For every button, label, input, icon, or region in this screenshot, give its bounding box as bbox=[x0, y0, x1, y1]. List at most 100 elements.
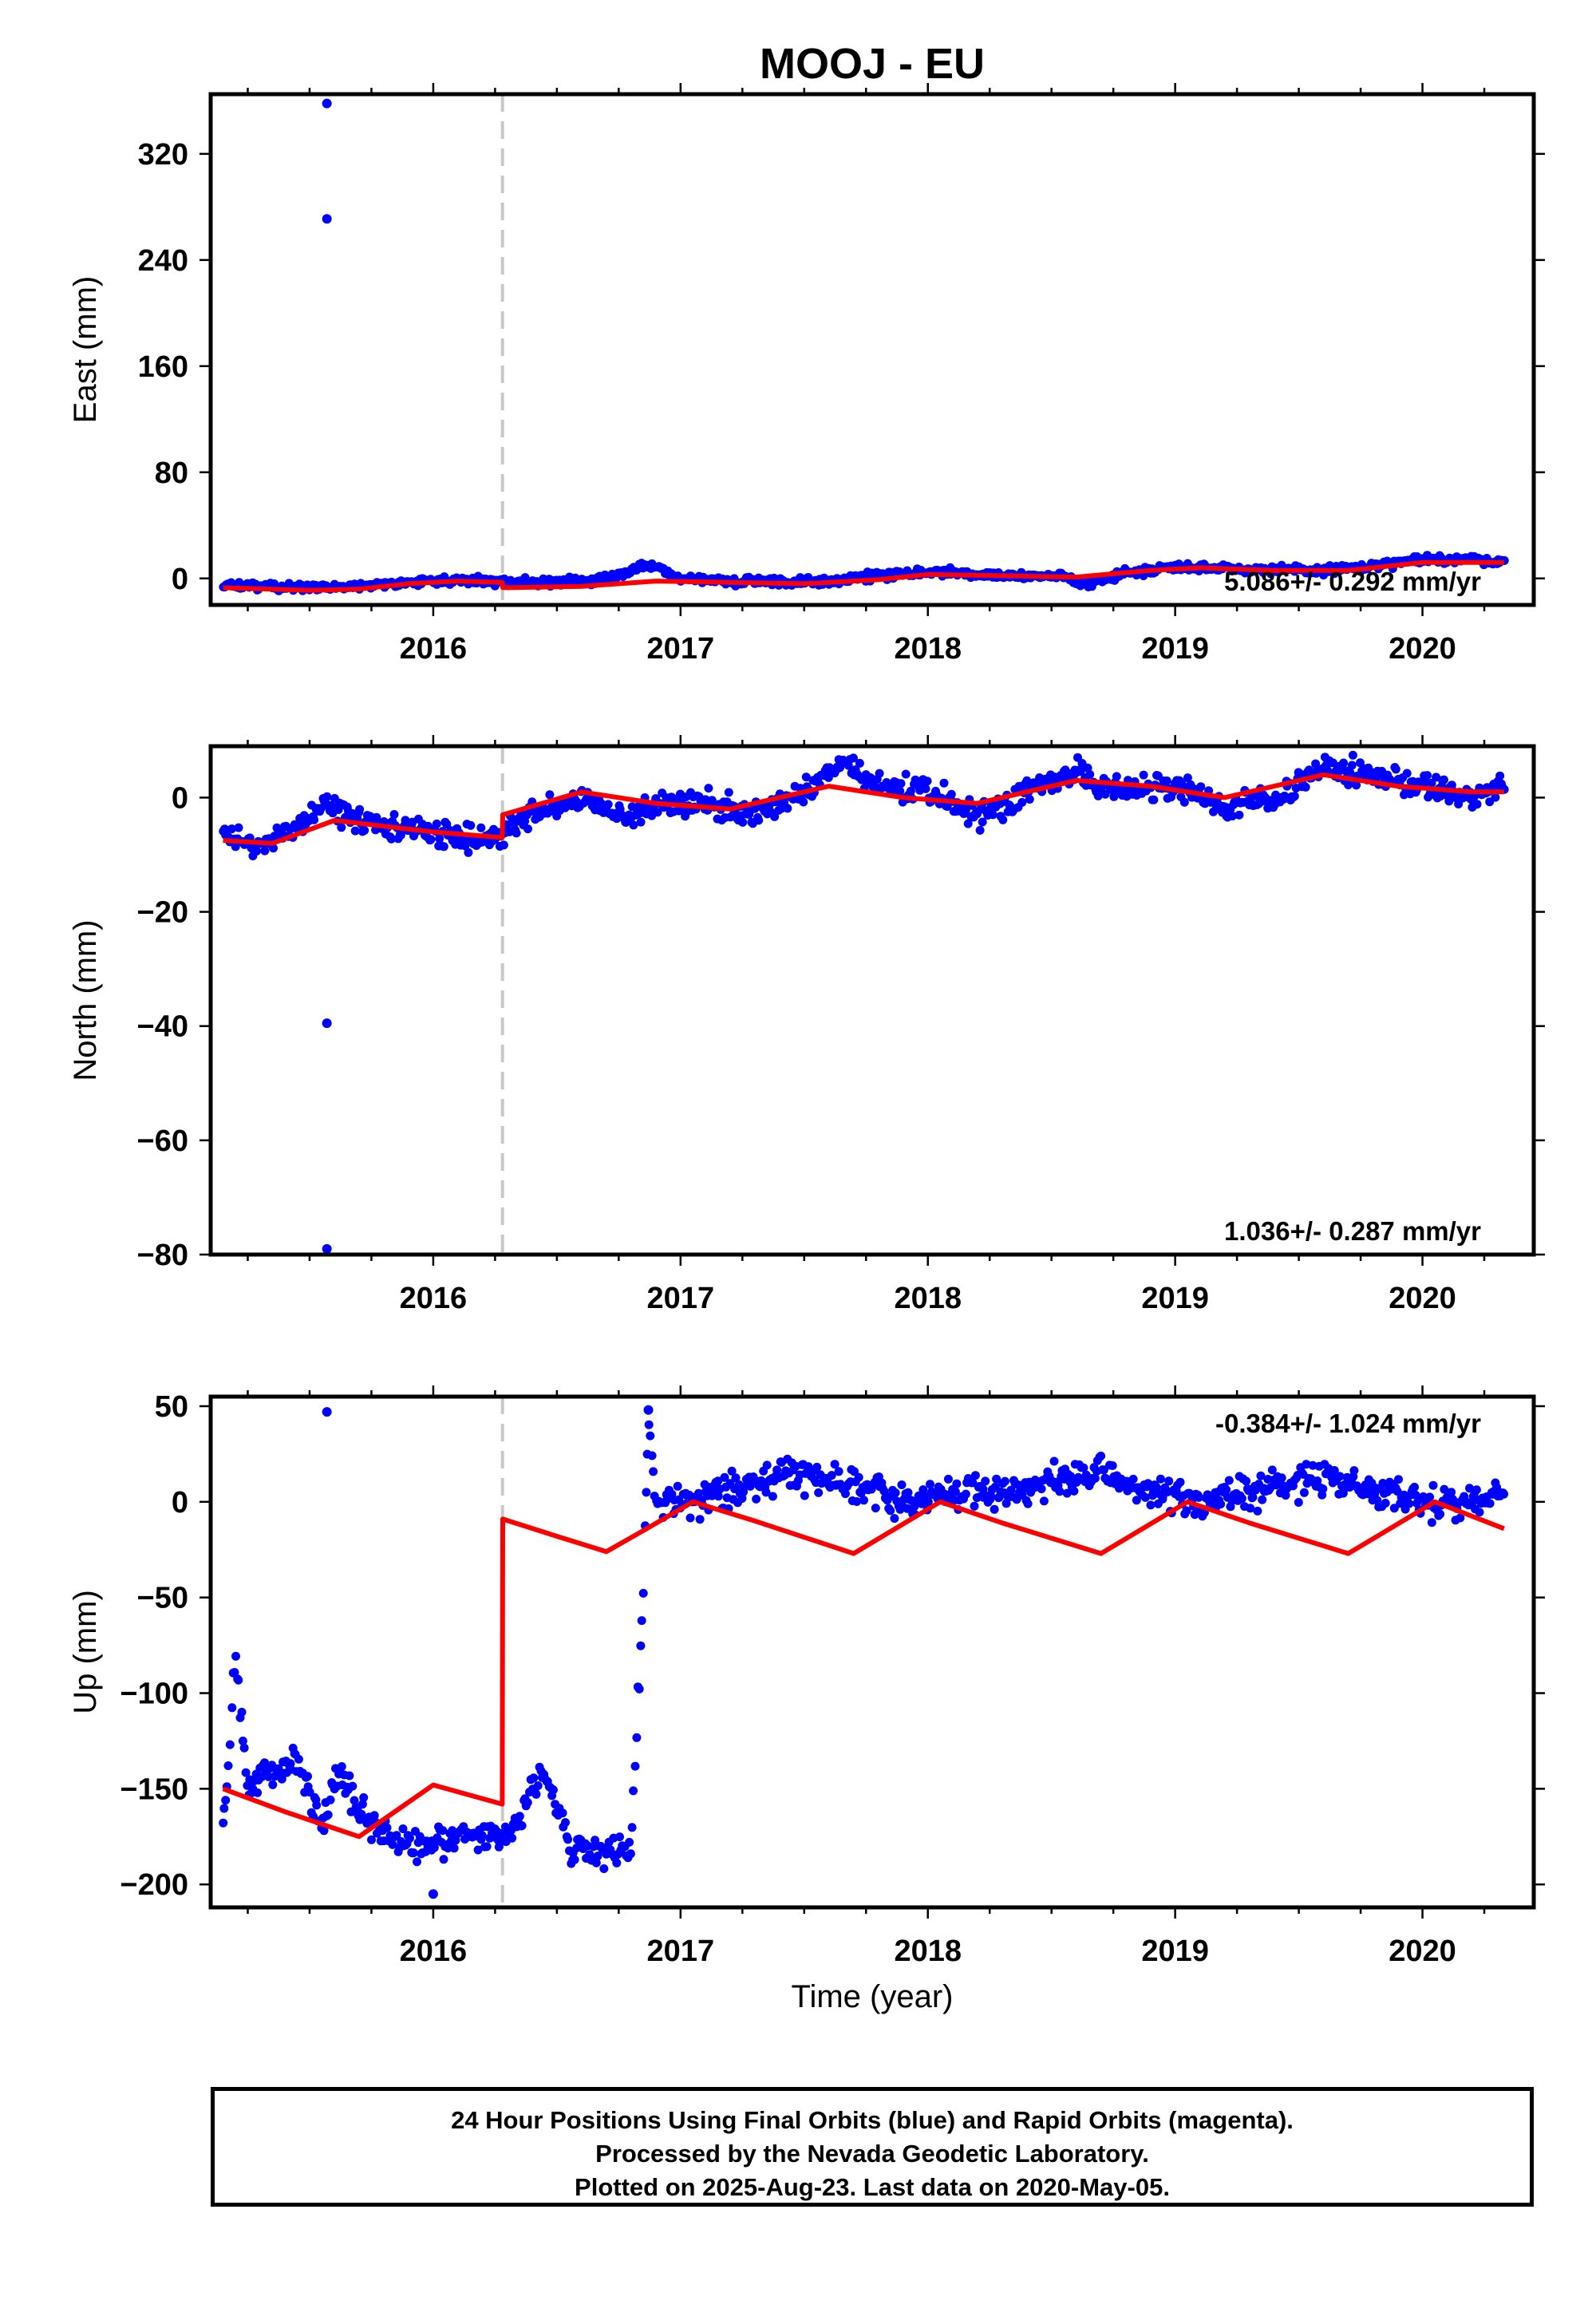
up-data-point bbox=[1190, 1510, 1199, 1520]
up-data-point bbox=[1079, 1463, 1088, 1472]
up-data-point bbox=[713, 1476, 723, 1486]
up-data-point bbox=[531, 1789, 541, 1799]
up-data-point bbox=[1394, 1475, 1403, 1484]
up-data-point bbox=[830, 1460, 839, 1469]
up-data-point bbox=[1248, 1492, 1258, 1502]
up-data-point bbox=[1410, 1482, 1419, 1492]
up-data-point bbox=[239, 1743, 249, 1753]
up-data-point bbox=[720, 1472, 729, 1482]
up-data-point bbox=[449, 1844, 459, 1853]
up-data-point bbox=[1000, 1476, 1009, 1486]
north-x-tick-label: 2020 bbox=[1389, 1282, 1456, 1315]
north-data-point bbox=[754, 816, 764, 825]
north-data-point bbox=[1139, 770, 1148, 780]
north-data-point bbox=[234, 823, 243, 832]
north-data-point bbox=[310, 815, 319, 824]
up-data-point bbox=[647, 1451, 657, 1460]
up-data-point bbox=[231, 1651, 240, 1661]
up-data-point bbox=[241, 1768, 251, 1777]
up-data-point bbox=[852, 1497, 862, 1506]
north-data-point bbox=[1149, 795, 1159, 804]
up-data-point bbox=[1485, 1499, 1495, 1508]
up-data-point bbox=[1378, 1479, 1388, 1488]
up-data-point bbox=[950, 1487, 960, 1496]
north-data-point bbox=[1109, 792, 1119, 801]
up-data-point bbox=[1281, 1491, 1290, 1500]
up-y-tick-label: −200 bbox=[120, 1868, 188, 1902]
north-data-point bbox=[963, 819, 973, 828]
up-data-point bbox=[1373, 1496, 1382, 1505]
north-data-point bbox=[783, 804, 792, 813]
up-data-point bbox=[508, 1833, 517, 1843]
up-data-point bbox=[230, 1668, 239, 1677]
up-data-point bbox=[438, 1826, 448, 1836]
up-data-point bbox=[451, 1836, 460, 1845]
up-data-point bbox=[439, 1855, 448, 1864]
east-x-tick-label: 2017 bbox=[647, 632, 715, 666]
north-data-point bbox=[386, 834, 396, 844]
north-data-point bbox=[1347, 761, 1357, 770]
up-y-tick-label: −150 bbox=[120, 1773, 188, 1806]
up-data-point bbox=[1308, 1460, 1317, 1470]
east-outlier-point bbox=[322, 98, 332, 109]
gnss-time-series-chart: 2016 2017 2018 2019 2020 0 80 160 240 320 East (mm… bbox=[68, 40, 1545, 2014]
north-data-point bbox=[350, 826, 360, 836]
up-data-point bbox=[840, 1489, 850, 1499]
up-data-point bbox=[886, 1506, 895, 1516]
north-data-point bbox=[1427, 778, 1436, 788]
up-data-point bbox=[1267, 1465, 1277, 1475]
up-data-point bbox=[561, 1818, 570, 1828]
north-data-point bbox=[1348, 750, 1357, 760]
east-x-tick-label: 2019 bbox=[1141, 632, 1209, 666]
up-x-tick-label: 2019 bbox=[1141, 1935, 1209, 1968]
up-data-point bbox=[494, 1842, 504, 1852]
north-data-point bbox=[1085, 769, 1095, 779]
north-y-tick-label: −60 bbox=[137, 1124, 188, 1158]
east-y-tick-label: 240 bbox=[138, 244, 188, 278]
up-data-point bbox=[221, 1796, 231, 1805]
north-y-tick-label: 0 bbox=[172, 781, 188, 815]
up-x-tick-label: 2018 bbox=[894, 1935, 962, 1968]
up-data-point bbox=[1499, 1489, 1508, 1499]
up-data-point bbox=[227, 1703, 237, 1713]
up-data-point bbox=[897, 1480, 907, 1489]
up-data-point bbox=[646, 1431, 655, 1441]
north-y-tick-label: −40 bbox=[137, 1010, 188, 1044]
north-data-point bbox=[1301, 782, 1310, 792]
up-data-point bbox=[737, 1494, 747, 1503]
processing-note-line-3: Plotted on 2025-Aug-23. Last data on 202… bbox=[575, 2173, 1170, 2201]
up-data-point bbox=[1302, 1460, 1311, 1469]
east-x-tick-label: 2020 bbox=[1389, 632, 1456, 666]
north-data-point bbox=[252, 846, 262, 856]
up-data-point bbox=[762, 1460, 772, 1470]
north-y-axis-label: North (mm) bbox=[68, 919, 103, 1081]
up-data-point bbox=[1318, 1484, 1328, 1494]
north-data-point bbox=[269, 844, 278, 853]
up-data-point bbox=[312, 1800, 322, 1810]
up-rate-label: -0.384+/- 1.024 mm/yr bbox=[1215, 1409, 1481, 1438]
up-data-point bbox=[444, 1844, 452, 1853]
up-data-point bbox=[382, 1823, 392, 1832]
up-data-point bbox=[879, 1486, 889, 1496]
up-data-point bbox=[992, 1474, 1001, 1484]
up-data-point bbox=[515, 1812, 524, 1821]
up-data-point bbox=[319, 1826, 329, 1836]
up-data-point bbox=[695, 1515, 705, 1524]
north-data-point bbox=[322, 792, 332, 801]
north-data-point bbox=[901, 769, 911, 779]
up-data-point bbox=[1055, 1487, 1065, 1496]
north-data-point bbox=[1025, 795, 1034, 804]
north-data-point bbox=[1290, 792, 1299, 801]
east-x-tick-label: 2016 bbox=[400, 632, 468, 666]
north-data-point bbox=[337, 823, 346, 832]
up-data-point bbox=[237, 1707, 247, 1717]
north-data-point bbox=[738, 817, 748, 827]
processing-note-line-2: Processed by the Nevada Geodetic Laborat… bbox=[595, 2140, 1149, 2168]
up-outlier-point bbox=[322, 1407, 332, 1417]
up-data-point bbox=[727, 1466, 737, 1476]
up-data-point bbox=[772, 1465, 782, 1475]
up-data-point bbox=[1140, 1492, 1150, 1502]
up-data-point bbox=[563, 1835, 573, 1844]
up-data-point bbox=[952, 1479, 962, 1488]
up-data-point bbox=[812, 1462, 822, 1472]
